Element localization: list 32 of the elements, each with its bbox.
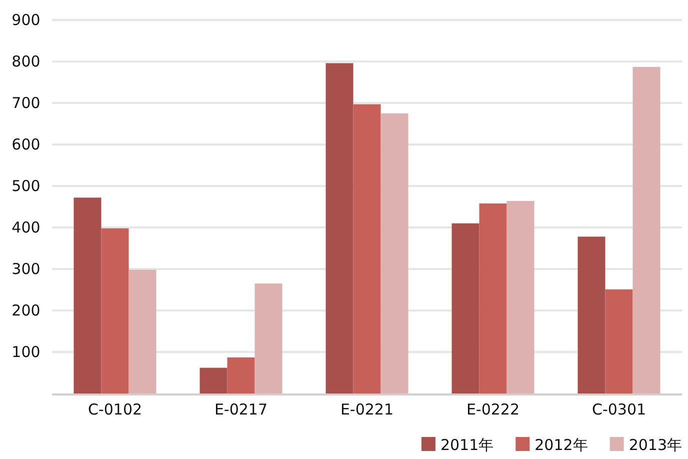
y-tick-label: 800	[12, 52, 40, 70]
bar	[380, 113, 408, 394]
bar	[200, 368, 228, 394]
bar	[578, 236, 606, 394]
legend-label: 2011年	[440, 436, 494, 454]
bar	[74, 198, 102, 394]
y-tick-label: 600	[12, 136, 40, 154]
x-tick-label: E-0217	[214, 400, 268, 418]
bar	[227, 357, 255, 394]
bar	[506, 200, 534, 394]
x-tick-label: C-0102	[88, 400, 142, 418]
bar	[128, 270, 156, 394]
y-tick-label: 500	[12, 177, 40, 195]
bar	[101, 228, 129, 394]
x-tick-label: E-0221	[340, 400, 394, 418]
y-tick-label: 200	[12, 302, 40, 320]
legend-label: 2012年	[534, 436, 588, 454]
bar	[326, 63, 354, 394]
bar	[353, 104, 381, 394]
x-tick-label: E-0222	[466, 400, 520, 418]
y-tick-label: 400	[12, 218, 40, 236]
y-tick-label: 100	[12, 343, 40, 361]
bar	[632, 66, 660, 394]
legend-label: 2013年	[628, 436, 682, 454]
bar	[479, 203, 507, 394]
y-tick-label: 300	[12, 260, 40, 278]
y-tick-label: 700	[12, 94, 40, 112]
x-tick-label: C-0301	[592, 400, 646, 418]
bar	[254, 284, 282, 394]
bar	[452, 223, 480, 394]
bar	[605, 289, 633, 394]
y-tick-label: 900	[12, 11, 40, 29]
